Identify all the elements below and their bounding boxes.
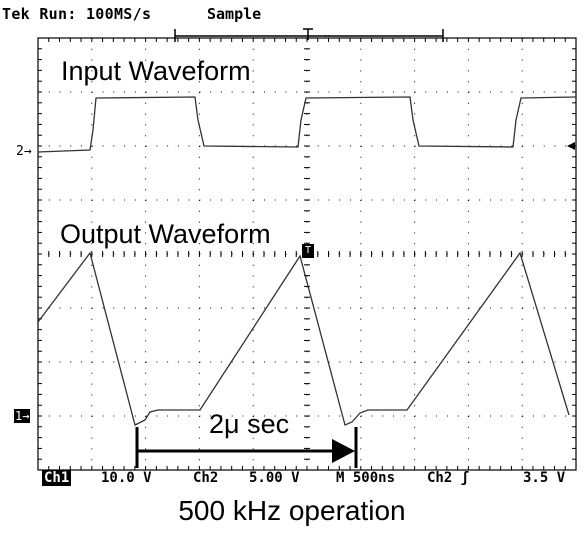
graticule [37,37,577,471]
acquisition-status: Tek Run: 100MS/s [2,5,152,23]
figure-caption: 500 kHz operation [178,495,406,526]
output-waveform-trace [37,251,570,426]
ch1-marker-text: 1→ [14,409,31,423]
trigger-source: Ch2 ʃ [427,470,470,486]
trigger-position-icon: T [302,244,314,258]
ch2-ground-marker-icon: 2→ [16,144,32,159]
scope-header: Tek Run: 100MS/s Sample [0,0,584,38]
acquisition-mode: Sample [207,5,262,23]
period-label: 2μ sec [209,409,290,439]
input-waveform-label: Input Waveform [61,56,251,86]
ch1-scale: 10.0 V [101,470,152,486]
input-waveform-trace [37,96,577,153]
trigger-level-arrow-icon [567,142,575,150]
output-waveform-label: Output Waveform [60,219,271,249]
timebase: M 500ns [336,470,396,486]
status-bar: Ch1 10.0 V Ch2 5.00 V M 500ns Ch2 ʃ 3.5 … [0,470,584,488]
trigger-level: 3.5 V [523,470,566,486]
ch1-label: Ch1 [42,470,72,486]
ch1-ground-marker-icon: 1→ [14,409,31,423]
ch2-scale: 5.00 V [249,470,300,486]
record-bracket-icon [174,28,444,42]
ch2-label: Ch2 [193,470,219,486]
period-arrow-icon [135,427,358,468]
